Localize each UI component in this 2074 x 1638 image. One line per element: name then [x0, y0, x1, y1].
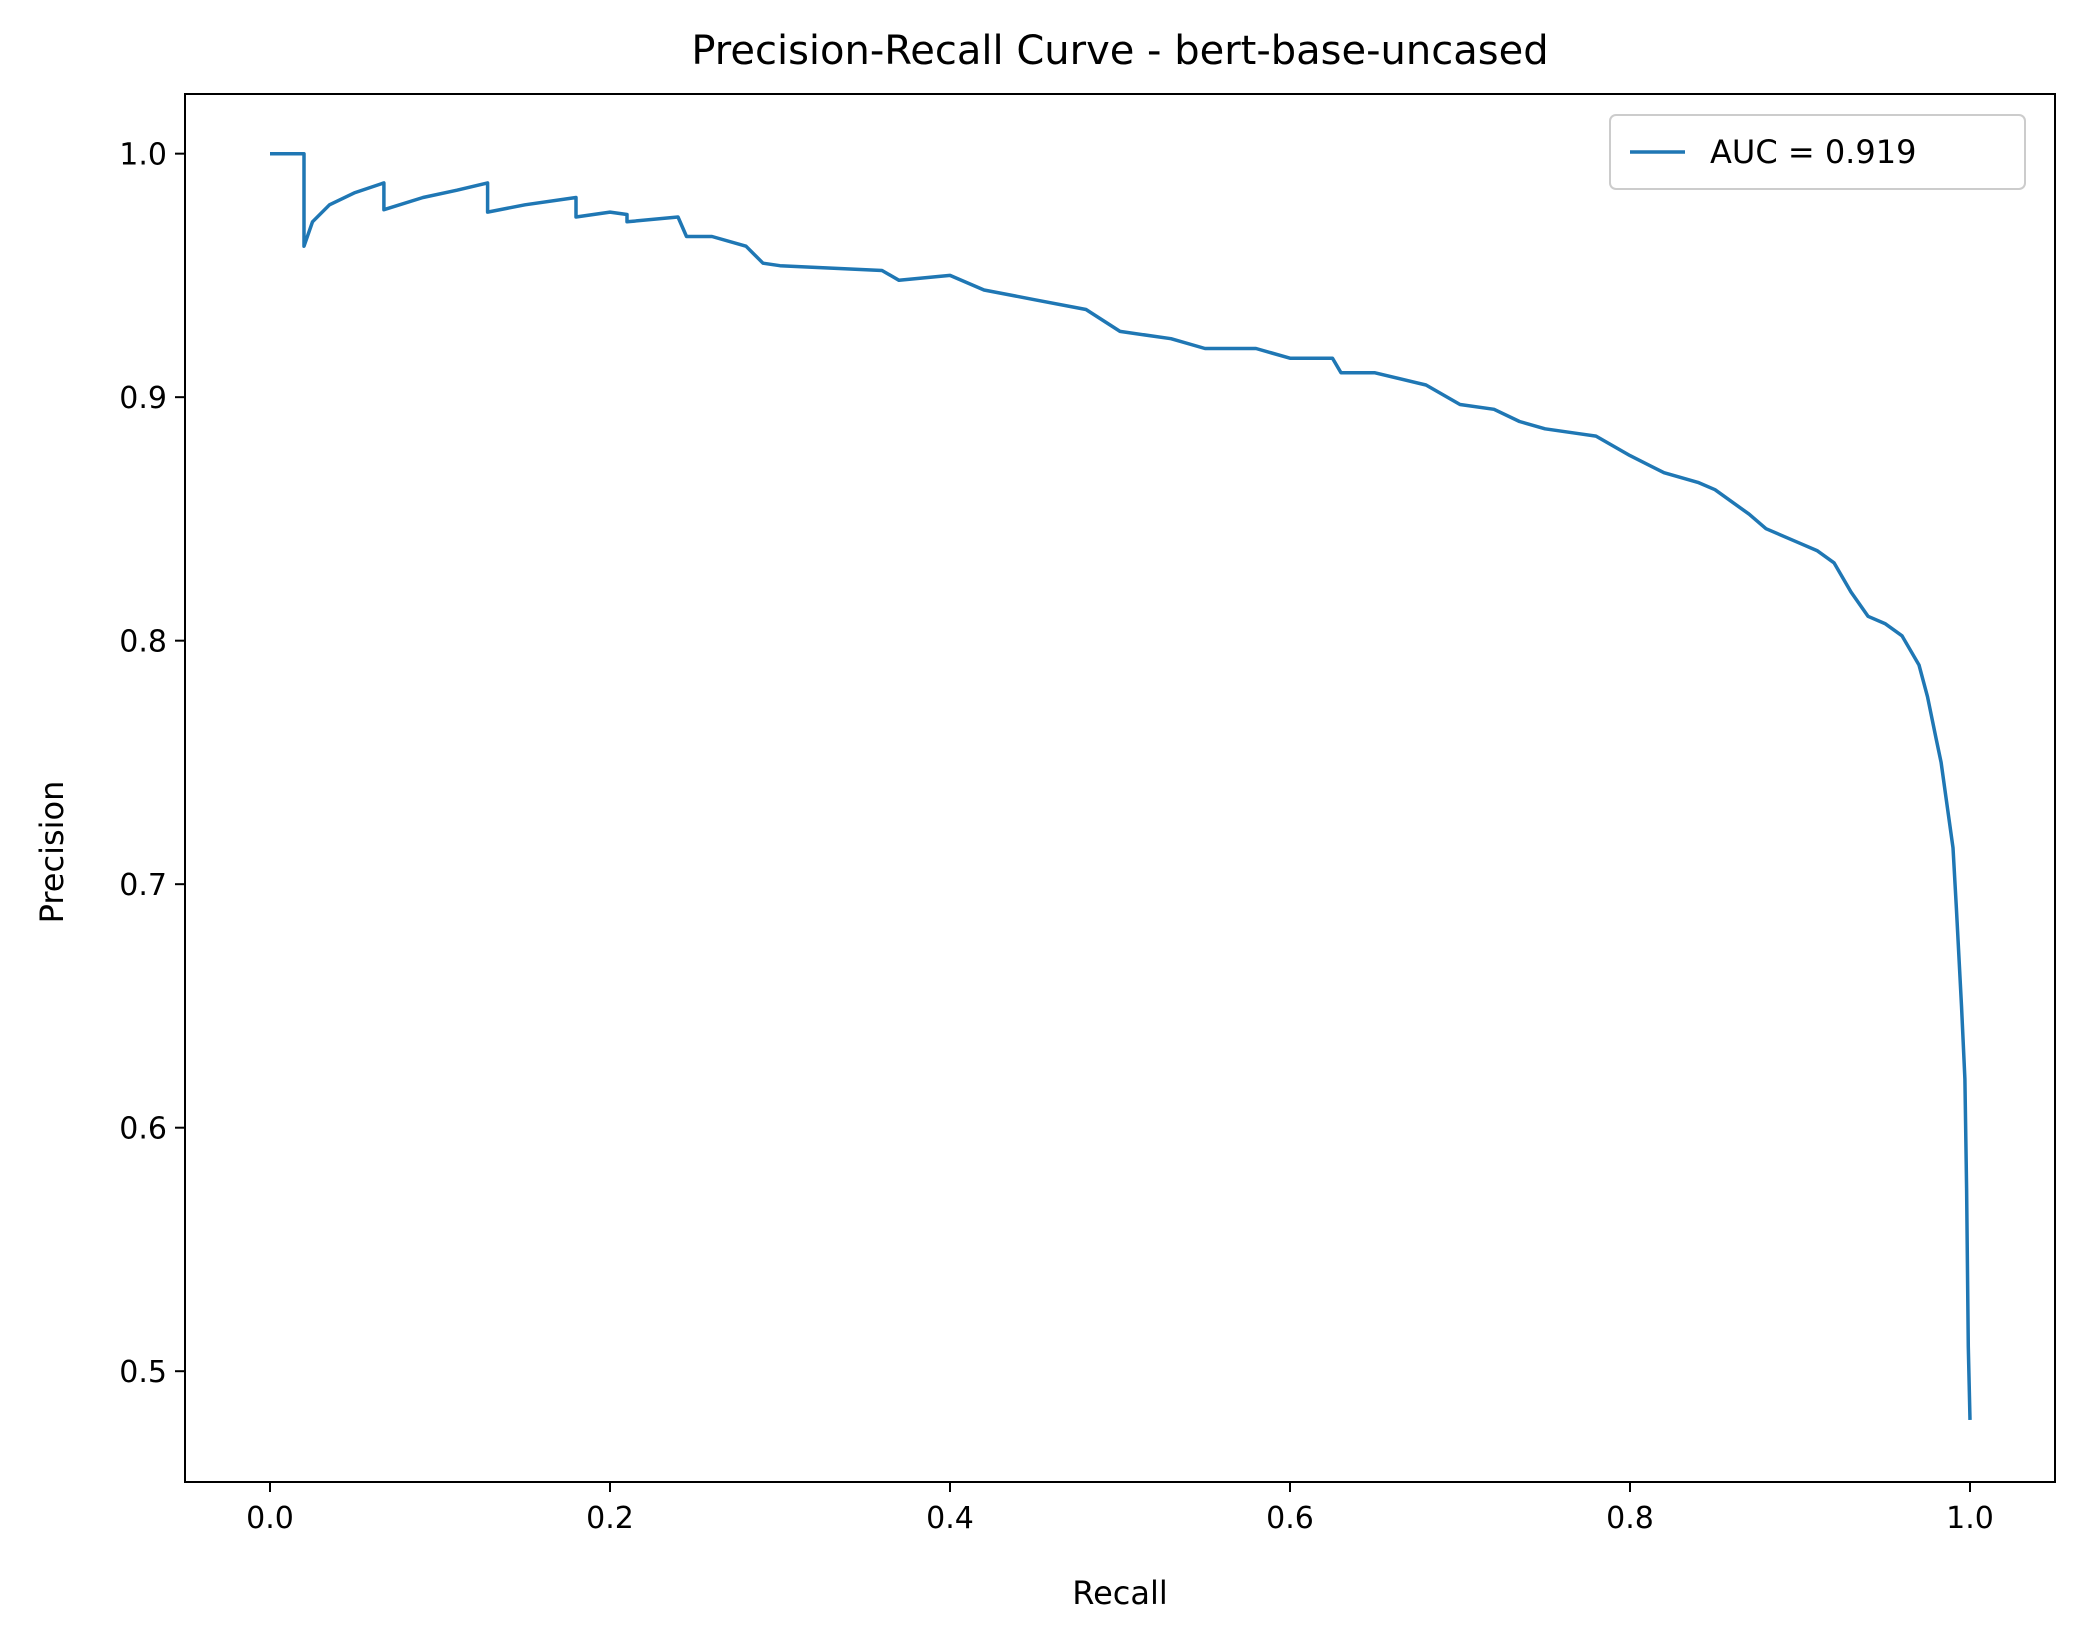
y-tick-label: 1.0 — [119, 138, 167, 173]
legend-box — [1609, 114, 2026, 190]
series-line-0 — [270, 151, 1972, 1420]
plot-area — [270, 151, 1972, 1420]
x-tick-label: 0.6 — [1266, 1501, 1314, 1536]
x-axis-label: Recall — [1072, 1574, 1167, 1612]
x-tick-label: 0.2 — [586, 1501, 634, 1536]
x-tick-label: 1.0 — [1946, 1501, 1994, 1536]
x-tick-label: 0.4 — [926, 1501, 974, 1536]
y-tick-label: 0.5 — [119, 1355, 167, 1390]
y-axis: 0.5 0.6 0.7 0.8 0.9 1.0 — [119, 138, 185, 1390]
y-tick-label: 0.6 — [119, 1112, 167, 1147]
x-axis: 0.0 0.2 0.4 0.6 0.8 1.0 — [246, 1482, 1994, 1536]
chart-title: Precision-Recall Curve - bert-base-uncas… — [691, 28, 1548, 74]
x-tick-label: 0.8 — [1606, 1501, 1654, 1536]
y-axis-label: Precision — [33, 781, 71, 924]
legend: AUC = 0.919 — [1609, 114, 2026, 190]
y-tick-label: 0.8 — [119, 625, 167, 660]
legend-label: AUC = 0.919 — [1710, 133, 1916, 171]
y-tick-label: 0.7 — [119, 868, 167, 903]
x-tick-label: 0.0 — [246, 1501, 294, 1536]
y-tick-label: 0.9 — [119, 381, 167, 416]
axes-frame — [184, 93, 2056, 1483]
